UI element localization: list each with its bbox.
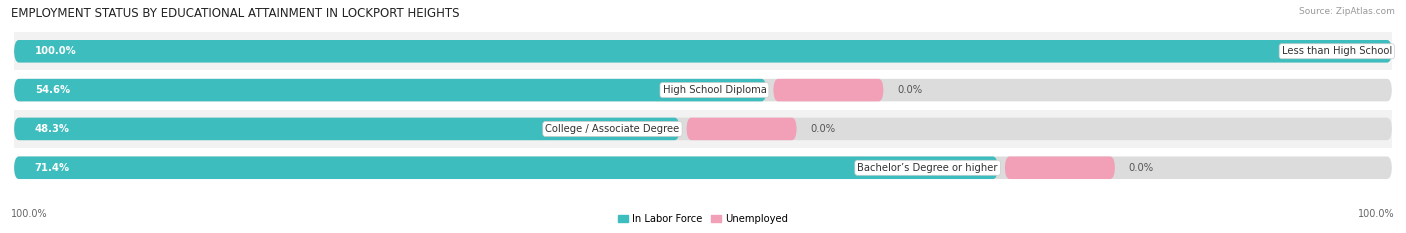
FancyBboxPatch shape (773, 79, 883, 101)
Text: 0.0%: 0.0% (897, 85, 922, 95)
Bar (14, 149, 1392, 187)
Text: 100.0%: 100.0% (1358, 209, 1395, 219)
Text: Source: ZipAtlas.com: Source: ZipAtlas.com (1299, 7, 1395, 16)
Text: 48.3%: 48.3% (35, 124, 70, 134)
Text: Less than High School: Less than High School (1282, 46, 1392, 56)
Bar (14, 71, 1392, 109)
FancyBboxPatch shape (14, 118, 679, 140)
Legend: In Labor Force, Unemployed: In Labor Force, Unemployed (614, 210, 792, 228)
Text: High School Diploma: High School Diploma (662, 85, 766, 95)
FancyBboxPatch shape (14, 118, 1392, 140)
FancyBboxPatch shape (14, 157, 1392, 179)
Text: 100.0%: 100.0% (35, 46, 76, 56)
Text: 0.0%: 0.0% (810, 124, 835, 134)
Text: 100.0%: 100.0% (11, 209, 48, 219)
FancyBboxPatch shape (14, 40, 1392, 62)
FancyBboxPatch shape (1399, 40, 1406, 62)
Text: Bachelor’s Degree or higher: Bachelor’s Degree or higher (858, 163, 998, 173)
FancyBboxPatch shape (14, 40, 1392, 62)
FancyBboxPatch shape (686, 118, 797, 140)
Text: 54.6%: 54.6% (35, 85, 70, 95)
Text: College / Associate Degree: College / Associate Degree (546, 124, 679, 134)
FancyBboxPatch shape (14, 157, 998, 179)
FancyBboxPatch shape (1005, 157, 1115, 179)
Text: 0.0%: 0.0% (1129, 163, 1154, 173)
FancyBboxPatch shape (14, 79, 1392, 101)
FancyBboxPatch shape (14, 79, 766, 101)
Text: 71.4%: 71.4% (35, 163, 70, 173)
Bar (14, 110, 1392, 148)
Bar (14, 32, 1392, 70)
Text: EMPLOYMENT STATUS BY EDUCATIONAL ATTAINMENT IN LOCKPORT HEIGHTS: EMPLOYMENT STATUS BY EDUCATIONAL ATTAINM… (11, 7, 460, 20)
